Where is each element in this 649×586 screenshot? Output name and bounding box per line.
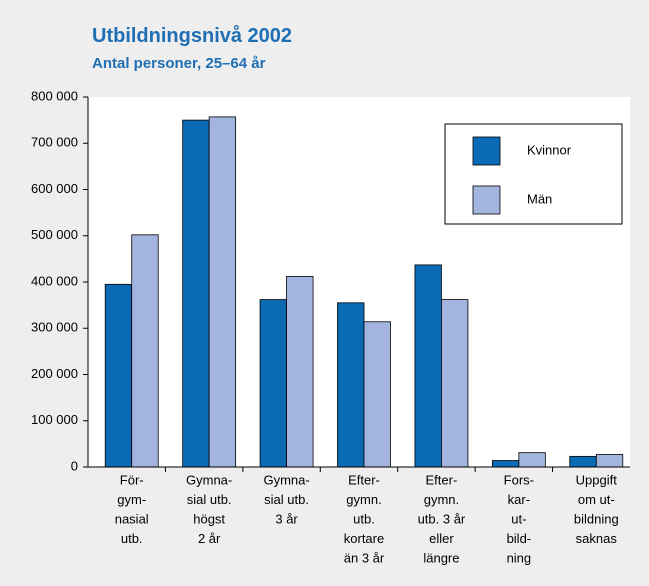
y-tick-label: 400 000 [31,273,78,288]
x-tick-label: Gymna- [186,472,232,487]
legend-box [444,123,623,225]
x-tick-label: 3 år [275,511,298,526]
x-tick-label: Uppgift [576,472,618,487]
x-tick-label: saknas [576,531,618,546]
x-tick-label: ning [507,550,532,565]
x-tick-label: om ut- [578,492,615,507]
y-tick-label: 300 000 [31,320,78,335]
legend-label: Kvinnor [527,142,572,157]
x-tick-label: än 3 år [344,550,385,565]
x-tick-label: bildning [574,511,619,526]
bar [104,283,133,468]
x-tick-label: kortare [344,531,384,546]
y-tick-label: 600 000 [31,181,78,196]
y-tick-label: 800 000 [31,88,78,103]
x-tick-label: Gymna- [263,472,309,487]
bar [491,460,520,468]
x-tick-label: högst [193,511,225,526]
bar [286,276,314,468]
x-tick-label: gymn. [346,492,381,507]
x-tick-label: utb. [353,511,375,526]
x-tick-label: Efter- [348,472,380,487]
x-tick-label: gymn. [424,492,459,507]
y-tick-label: 100 000 [31,412,78,427]
legend-swatch [472,136,501,166]
x-tick-label: längre [423,550,459,565]
bar [441,299,469,468]
bar [595,454,624,468]
bar [414,264,442,468]
chart-title: Utbildningsnivå 2002 [92,24,292,47]
x-tick-label: gym- [117,492,146,507]
chart-subtitle: Antal personer, 25–64 år [92,55,266,72]
y-tick-label: 0 [71,458,78,473]
bar [208,116,237,468]
bar [569,455,597,468]
x-tick-label: Fors- [504,472,534,487]
x-tick-label: kar- [508,492,530,507]
x-tick-label: ut- [511,511,526,526]
x-tick-label: Efter- [426,472,458,487]
bar [131,234,159,468]
legend-label: Män [527,191,552,206]
x-tick-label: bild- [507,531,532,546]
x-tick-label: 2 år [198,531,221,546]
bar [182,119,210,468]
bar [363,321,391,468]
bar [518,452,546,468]
x-tick-label: nasial [115,511,149,526]
x-tick-label: sial utb. [264,492,309,507]
y-tick-label: 500 000 [31,227,78,242]
x-tick-label: eller [429,531,454,546]
x-tick-label: utb. [121,531,143,546]
y-tick-label: 200 000 [31,366,78,381]
legend-swatch [472,185,501,215]
x-tick-label: utb. 3 år [418,511,466,526]
y-tick-label: 700 000 [31,135,78,150]
bar [259,299,287,468]
bar [337,302,365,468]
x-tick-label: För- [120,472,144,487]
x-tick-label: sial utb. [187,492,232,507]
